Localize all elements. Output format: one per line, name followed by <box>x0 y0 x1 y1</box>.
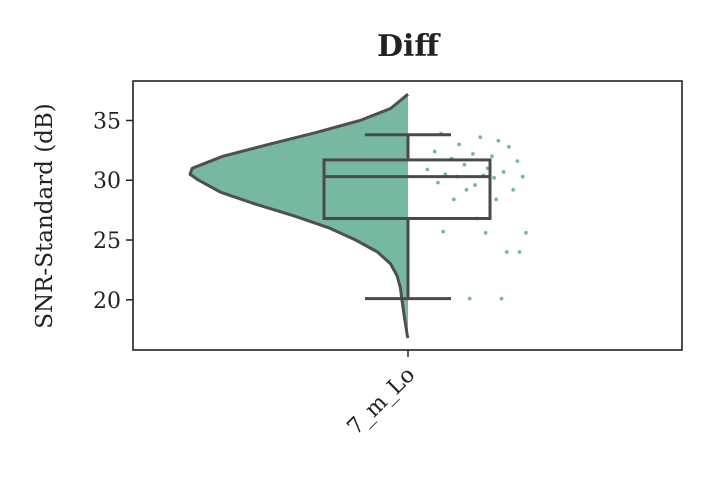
violin-outline <box>188 93 410 339</box>
y-tick-label: 35 <box>93 109 121 134</box>
data-point <box>432 149 437 154</box>
data-point <box>499 296 504 301</box>
data-point <box>471 152 475 156</box>
data-point <box>511 187 516 192</box>
x-axis: 7_m_Lo <box>343 350 421 441</box>
data-point <box>520 174 525 179</box>
data-point <box>494 197 499 202</box>
data-point <box>441 229 446 234</box>
data-point <box>467 296 472 301</box>
y-tick-label: 20 <box>93 289 121 314</box>
data-point <box>504 250 509 254</box>
data-point <box>490 154 494 159</box>
data-point <box>524 230 528 235</box>
data-point <box>462 162 467 167</box>
data-point <box>478 135 483 140</box>
data-point <box>483 230 488 235</box>
y-axis: 20 25 30 35 <box>93 109 133 314</box>
y-tick-label: 25 <box>93 229 121 254</box>
data-point <box>507 144 511 149</box>
data-point <box>425 167 430 172</box>
data-point <box>457 142 461 147</box>
data-point <box>501 170 506 174</box>
data-point <box>515 159 520 164</box>
data-point <box>473 183 477 187</box>
y-axis-label: SNR-Standard (dB) <box>32 103 58 329</box>
data-point <box>496 138 501 143</box>
data-point <box>451 197 456 202</box>
chart-title: Diff <box>377 29 441 64</box>
data-point <box>492 175 496 180</box>
data-point <box>464 187 469 192</box>
y-tick-label: 30 <box>93 169 121 194</box>
x-tick-label: 7_m_Lo <box>343 363 421 441</box>
data-point <box>436 180 440 185</box>
plot-area <box>188 93 528 339</box>
data-point <box>517 250 522 254</box>
